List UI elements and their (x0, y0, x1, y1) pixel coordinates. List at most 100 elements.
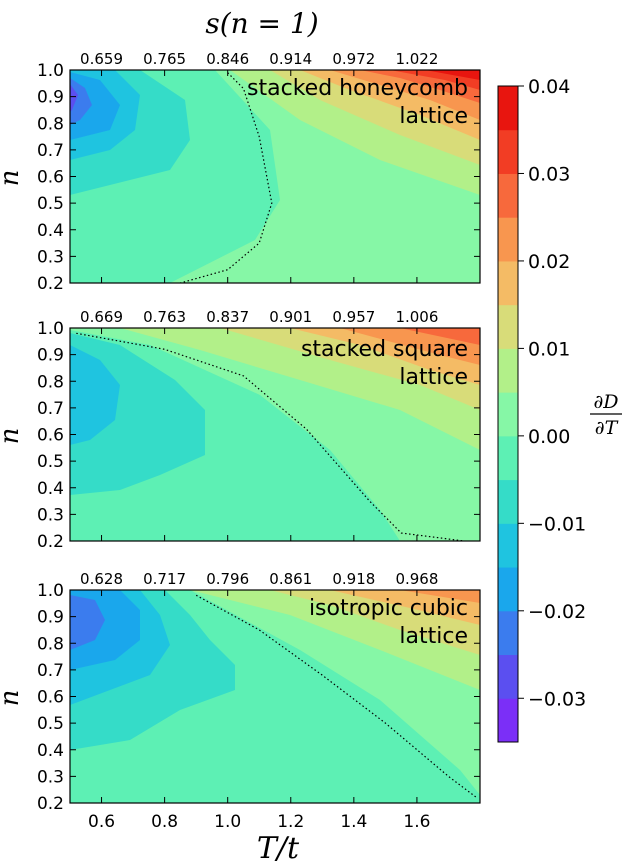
colorbar-band (498, 523, 518, 568)
colorbar-tick-label: 0.02 (528, 251, 570, 273)
y-tick-label: 0.6 (37, 426, 64, 446)
colorbar-label-numerator: ∂D (593, 391, 618, 413)
y-tick-label: 0.9 (37, 608, 64, 628)
colorbar-tick-label: 0.00 (528, 426, 570, 448)
colorbar-band (498, 392, 518, 437)
colorbar-band (498, 304, 518, 349)
zero-contour-honeycomb (180, 72, 273, 283)
x-tick-label: 0.8 (151, 812, 178, 832)
colorbar-tick-label: −0.03 (528, 688, 586, 710)
y-tick-label: 0.4 (37, 221, 64, 241)
x-tick-label: 1.4 (340, 812, 367, 832)
zero-contour-square (76, 332, 465, 541)
colorbar-tick-label: 0.04 (528, 76, 570, 98)
colorbar-label-denominator: ∂T (595, 417, 619, 439)
y-tick-label: 0.8 (37, 372, 64, 392)
axis-ticks-honeycomb: 0.2 0.3 0.4 0.5 0.6 0.7 0.8 0.9 1.0 0.659 0.765 0.8… (37, 50, 480, 294)
top-tick-label: 0.918 (332, 570, 375, 588)
colorbar-ticks: −0.03 −0.02 −0.01 0.00 0.01 0.02 0.03 0.04 (518, 76, 586, 710)
top-tick-label: 0.901 (269, 308, 312, 326)
top-tick-label: 0.659 (80, 50, 123, 68)
top-tick-label: 1.022 (395, 50, 438, 68)
y-tick-label: 0.7 (37, 399, 64, 419)
y-tick-label: 0.9 (37, 346, 64, 366)
colorbar-band (498, 348, 518, 393)
zero-contour-cubic (195, 594, 478, 799)
y-tick-label: 0.2 (37, 794, 64, 814)
x-tick-label: 0.6 (88, 812, 115, 832)
x-tick-label: 1.2 (277, 812, 304, 832)
y-tick-label: 0.3 (37, 247, 64, 267)
colorbar-band (498, 567, 518, 612)
y-tick-label: 0.4 (37, 741, 64, 761)
panel-label-honeycomb-line1: stacked honeycomb (247, 76, 468, 101)
contour-fill-square (70, 328, 480, 541)
y-axis-label-cubic: n (0, 690, 25, 707)
colorbar-band (498, 610, 518, 656)
panel-label-square-line2: lattice (399, 365, 468, 390)
top-tick-label: 0.957 (332, 308, 375, 326)
top-tick-label: 0.914 (269, 50, 312, 68)
top-tick-label: 0.861 (269, 570, 312, 588)
x-axis-label: T/t (257, 831, 300, 865)
y-tick-label: 0.3 (37, 505, 64, 525)
top-tick-label: 0.717 (143, 570, 186, 588)
colorbar-band (498, 260, 518, 306)
colorbar-tick-label: 0.03 (528, 163, 570, 185)
top-tick-label: 0.796 (206, 570, 249, 588)
top-tick-label: 0.846 (206, 50, 249, 68)
top-tick-label: 0.765 (143, 50, 186, 68)
top-tick-label: 0.968 (395, 570, 438, 588)
y-tick-label: 0.9 (37, 88, 64, 108)
y-tick-label: 0.4 (37, 479, 64, 499)
colorbar-band (498, 129, 518, 174)
y-tick-label: 0.8 (37, 634, 64, 654)
x-tick-label: 1.6 (403, 812, 430, 832)
contour-fill-honeycomb (70, 70, 480, 283)
colorbar-band (498, 435, 518, 481)
y-tick-label: 0.7 (37, 661, 64, 681)
y-tick-label: 0.7 (37, 141, 64, 161)
colorbar-bands (498, 86, 518, 743)
contour-fill-cubic (70, 590, 480, 803)
colorbar-tick-label: −0.02 (528, 601, 586, 623)
axis-ticks-square: 0.2 0.3 0.4 0.5 0.6 0.7 0.8 0.9 1.0 0.669 0.763 0.8… (37, 308, 480, 552)
top-tick-label: 0.837 (206, 308, 249, 326)
colorbar-frame (497, 85, 519, 743)
y-tick-label: 1.0 (37, 319, 64, 339)
y-tick-label: 1.0 (37, 581, 64, 601)
top-tick-label: 1.006 (395, 308, 438, 326)
figure-title: s(n = 1) (205, 7, 318, 40)
panel-label-cubic-line2: lattice (399, 624, 468, 649)
panel-cubic: isotropic cubic lattice 0.20.30.40.50.60… (0, 570, 481, 832)
axis-ticks-cubic: 0.2 0.3 0.4 0.5 0.6 0.7 0.8 0.9 1.0 0.6 0.628 0.8 0.… (37, 570, 480, 832)
y-axis-label-square: n (0, 428, 25, 445)
y-axis-label-honeycomb: n (0, 170, 25, 187)
colorbar-band (498, 86, 518, 131)
panel-square: stacked square lattice 0.2 0.3 0.4 0.5 0.6 0.… (0, 308, 481, 552)
y-tick-label: 0.3 (37, 767, 64, 787)
colorbar-band (498, 698, 518, 743)
top-tick-label: 0.972 (332, 50, 375, 68)
y-tick-label: 0.2 (37, 532, 64, 552)
colorbar-band (498, 654, 518, 699)
y-tick-label: 1.0 (37, 61, 64, 81)
y-tick-label: 0.5 (37, 194, 64, 214)
y-tick-label: 0.5 (37, 452, 64, 472)
x-tick-label: 1.0 (214, 812, 241, 832)
y-tick-label: 0.6 (37, 688, 64, 708)
top-tick-label: 0.628 (80, 570, 123, 588)
panel-label-square-line1: stacked square (301, 337, 468, 362)
colorbar-band (498, 479, 518, 524)
y-tick-label: 0.5 (37, 714, 64, 734)
colorbar-tick-label: 0.01 (528, 338, 570, 360)
colorbar: −0.03 −0.02 −0.01 0.00 0.01 0.02 0.03 0.04 ∂D ∂… (497, 76, 622, 743)
colorbar-band (498, 217, 518, 262)
colorbar-band (498, 173, 518, 218)
y-tick-label: 0.8 (37, 114, 64, 134)
y-tick-label: 0.6 (37, 168, 64, 188)
panel-label-cubic-line1: isotropic cubic (309, 596, 468, 621)
panel-honeycomb: stacked honeycomb lattice 0.20.30.40.50.… (0, 50, 481, 294)
y-tick-label: 0.2 (37, 274, 64, 294)
